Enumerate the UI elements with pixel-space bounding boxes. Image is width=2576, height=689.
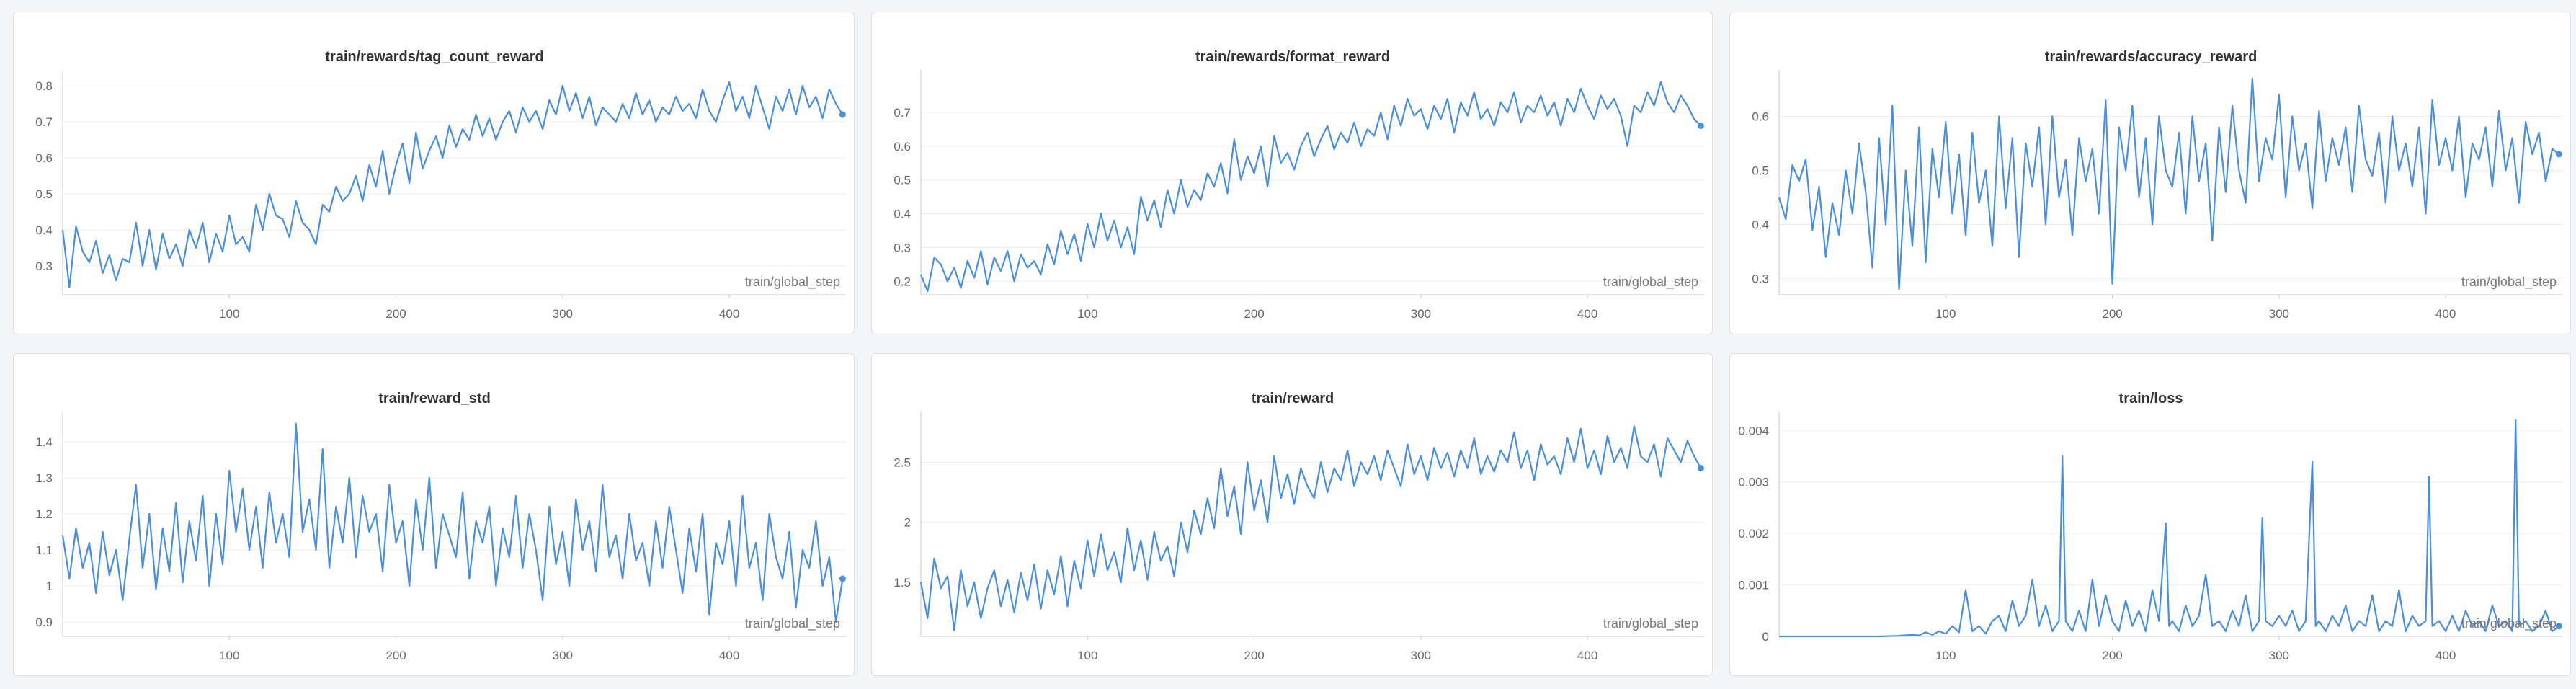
x-axis-name: train/global_step xyxy=(2461,275,2557,290)
y-tick-label: 0.6 xyxy=(1752,110,1769,124)
y-tick-label: 0 xyxy=(1762,630,1769,644)
y-tick-label: 0.5 xyxy=(893,174,911,187)
chart-title: train/rewards/tag_count_reward xyxy=(325,49,543,65)
y-tick-label: 0.5 xyxy=(35,187,53,201)
last-point-marker xyxy=(1697,465,1704,472)
y-tick-label: 2.5 xyxy=(893,455,911,469)
x-tick-label: 100 xyxy=(219,307,239,321)
x-tick-label: 300 xyxy=(553,307,573,321)
chart-title: train/rewards/accuracy_reward xyxy=(2045,49,2258,65)
y-tick-label: 1.3 xyxy=(35,471,53,485)
last-point-marker xyxy=(2555,151,2562,158)
y-tick-label: 1.4 xyxy=(35,435,53,449)
y-tick-label: 2 xyxy=(904,516,911,530)
x-tick-label: 200 xyxy=(1244,307,1264,321)
x-tick-label: 300 xyxy=(553,649,573,662)
x-tick-label: 400 xyxy=(1577,307,1597,321)
chart-panel[interactable]: train/loss 0 0.001 0.002 0.003 0.004 100 200 300… xyxy=(1729,353,2571,676)
y-tick-label: 0.3 xyxy=(35,259,53,273)
y-tick-label: 0.2 xyxy=(893,275,911,288)
series-line xyxy=(61,422,844,623)
x-tick-label: 200 xyxy=(1244,649,1264,662)
chart-panel[interactable]: train/reward 1.5 2 2.5 100 200 300 400 train/glo… xyxy=(871,353,1713,676)
x-tick-label: 100 xyxy=(219,649,239,662)
y-tick-label: 0.7 xyxy=(893,106,911,120)
y-tick-label: 0.001 xyxy=(1738,579,1769,592)
y-tick-label: 0.3 xyxy=(893,241,911,254)
x-tick-label: 200 xyxy=(2102,307,2122,321)
x-tick-label: 400 xyxy=(719,649,739,662)
x-tick-label: 300 xyxy=(1411,307,1431,321)
y-tick-label: 1.2 xyxy=(35,507,53,521)
x-tick-label: 200 xyxy=(385,649,406,662)
y-tick-label: 1.1 xyxy=(35,543,53,557)
last-point-marker xyxy=(2555,623,2562,630)
line-chart: train/rewards/format_reward 0.2 0.3 0.4 0.5 0… xyxy=(893,49,1704,321)
chart-title: train/loss xyxy=(2119,391,2183,406)
y-tick-label: 0.6 xyxy=(893,140,911,154)
x-tick-label: 100 xyxy=(1077,307,1097,321)
x-tick-label: 300 xyxy=(2269,307,2289,321)
y-tick-label: 0.4 xyxy=(893,208,911,221)
y-tick-label: 0.003 xyxy=(1738,476,1769,489)
series-line xyxy=(1778,77,2560,290)
y-tick-label: 0.7 xyxy=(35,115,53,129)
y-tick-label: 0.004 xyxy=(1738,424,1769,437)
x-tick-label: 200 xyxy=(385,307,406,321)
chart-panel[interactable]: train/rewards/accuracy_reward 0.3 0.4 0.5 0.… xyxy=(1729,12,2571,334)
series-line xyxy=(61,81,844,289)
chart-title: train/reward_std xyxy=(378,391,491,406)
x-axis-name: train/global_step xyxy=(745,275,840,290)
last-point-marker xyxy=(839,575,846,582)
chart-title: train/reward xyxy=(1252,391,1334,406)
x-tick-label: 100 xyxy=(1935,649,1956,662)
chart-panel[interactable]: train/reward_std 0.9 1 1.1 1.2 1.3 1.4 100 200 30… xyxy=(13,353,855,676)
x-tick-label: 400 xyxy=(2435,649,2456,662)
x-tick-label: 300 xyxy=(1411,649,1431,662)
line-chart: train/reward_std 0.9 1 1.1 1.2 1.3 1.4 100 200 30… xyxy=(35,391,846,662)
line-chart: train/loss 0 0.001 0.002 0.003 0.004 100 200 300… xyxy=(1738,391,2562,662)
chart-panel[interactable]: train/rewards/tag_count_reward 0.3 0.4 0.5 0… xyxy=(13,12,855,334)
y-tick-label: 0.002 xyxy=(1738,527,1769,541)
x-axis-name: train/global_step xyxy=(2461,616,2557,631)
y-tick-label: 0.5 xyxy=(1752,164,1769,178)
y-tick-label: 0.4 xyxy=(1752,218,1769,232)
chart-title: train/rewards/format_reward xyxy=(1195,49,1390,65)
x-tick-label: 300 xyxy=(2269,649,2289,662)
y-tick-label: 0.4 xyxy=(35,223,53,237)
series-line xyxy=(1779,419,2560,638)
x-tick-label: 100 xyxy=(1935,307,1956,321)
last-point-marker xyxy=(839,111,846,118)
series-line xyxy=(919,425,1702,631)
series-line xyxy=(919,81,1702,293)
last-point-marker xyxy=(1697,123,1704,130)
x-tick-label: 400 xyxy=(2435,307,2456,321)
x-axis-name: train/global_step xyxy=(745,616,840,631)
y-tick-label: 1.5 xyxy=(893,576,911,590)
chart-panel[interactable]: train/rewards/format_reward 0.2 0.3 0.4 0.5 0… xyxy=(871,12,1713,334)
line-chart: train/reward 1.5 2 2.5 100 200 300 400 train/glo… xyxy=(893,391,1704,662)
x-tick-label: 100 xyxy=(1077,649,1097,662)
y-tick-label: 0.8 xyxy=(35,79,53,93)
x-axis-name: train/global_step xyxy=(1603,616,1698,631)
x-tick-label: 400 xyxy=(1577,649,1597,662)
y-tick-label: 0.6 xyxy=(35,151,53,165)
line-chart: train/rewards/tag_count_reward 0.3 0.4 0.5 0… xyxy=(35,49,846,321)
line-chart: train/rewards/accuracy_reward 0.3 0.4 0.5 0.… xyxy=(1752,49,2562,321)
y-tick-label: 0.3 xyxy=(1752,272,1769,286)
x-tick-label: 200 xyxy=(2102,649,2122,662)
y-tick-label: 1 xyxy=(46,579,53,593)
y-tick-label: 0.9 xyxy=(35,615,53,629)
x-axis-name: train/global_step xyxy=(1603,275,1698,290)
x-tick-label: 400 xyxy=(719,307,739,321)
